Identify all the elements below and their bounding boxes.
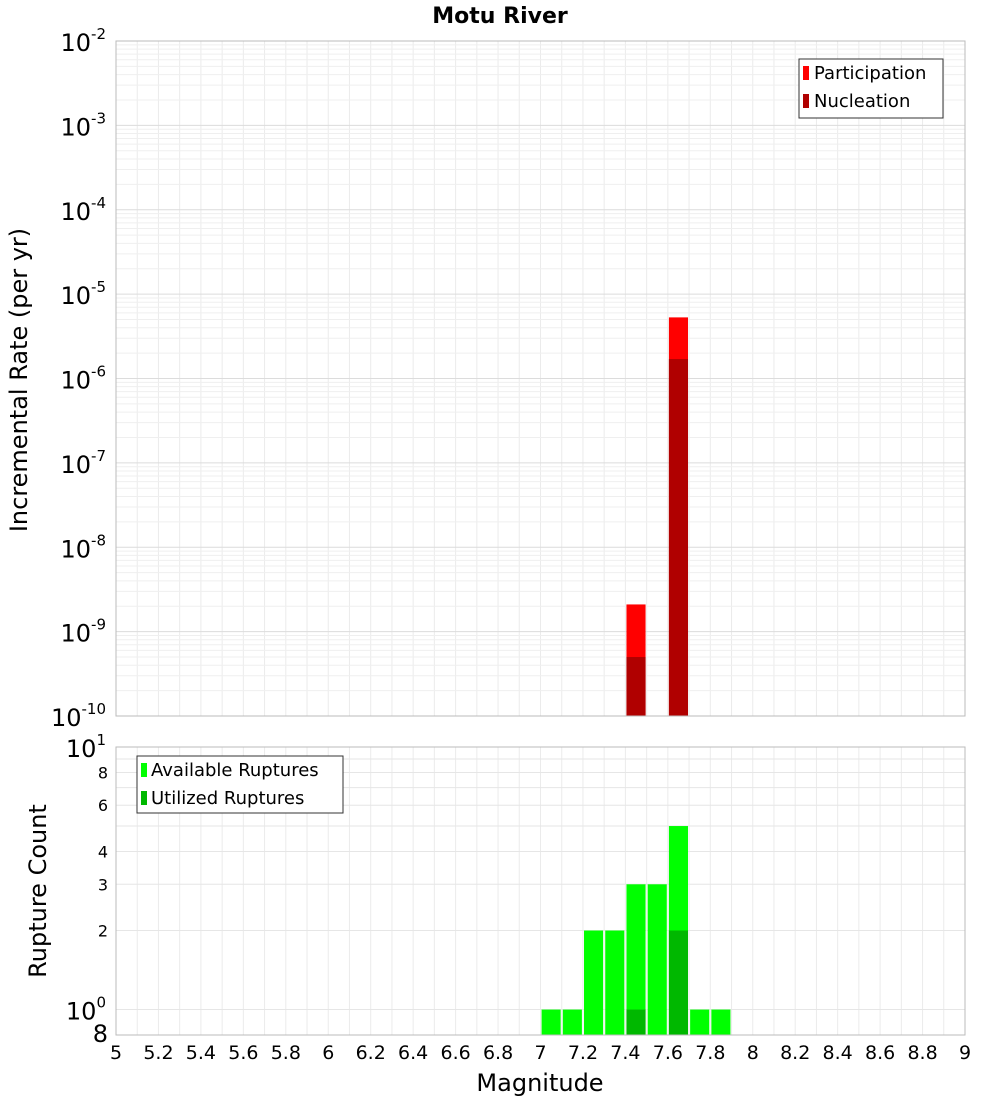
bottom-plot-frame [115,746,966,1036]
x-tick-label: 5.4 [186,1042,216,1064]
top-legend: Participation Nucleation [798,58,944,119]
legend-label-nucleation: Nucleation [814,91,910,112]
top-grid [115,41,966,717]
x-tick-labels: 5 5.2 5.4 5.6 5.8 6 6.2 6.4 6.6 6.8 7 7.2 7.4 7.6 7.8 8… [110,1042,971,1064]
bottom-legend-box [136,755,344,814]
legend-label-participation: Participation [814,63,926,84]
available-bar [647,884,667,1035]
x-tick-label: 7 [534,1042,546,1064]
x-tick-label: 8.2 [780,1042,810,1064]
x-tick-label: 8.8 [907,1042,937,1064]
top-y-tick-label: 10-9 [60,616,106,648]
available-bar [541,1009,561,1035]
top-y-tick-label: 10-2 [60,25,106,57]
top-panel: 10-10 10-9 10-8 10-7 10-6 10-5 10-4 10-3 10-2 Pa… [51,25,966,732]
x-tick-label: 5 [110,1042,122,1064]
top-legend-box [798,58,944,119]
x-tick-label: 5.2 [143,1042,173,1064]
x-tick-label: 6.6 [440,1042,470,1064]
nucleation-bar [626,657,646,716]
top-y-tick-label: 10-10 [51,700,106,732]
top-y-tick-label: 10-6 [60,363,106,395]
x-tick-label: 5.6 [228,1042,258,1064]
bottom-legend: Available Ruptures Utilized Ruptures [136,755,344,814]
nucleation-bar [668,359,689,716]
legend-label-utilized-ruptures: Utilized Ruptures [151,788,304,809]
available-bar [626,884,646,1035]
top-plot-frame [115,40,966,717]
bottom-bars [541,826,731,1035]
chart-title: Motu River [432,4,568,29]
bottom-y-tick-label: 8 [98,763,108,782]
x-tick-label: 7.6 [653,1042,683,1064]
legend-swatch-1 [803,94,809,108]
bottom-y-tick-label: 100 [66,994,106,1026]
available-bar [690,1009,710,1035]
x-tick-label: 9 [959,1042,971,1064]
bottom-y-tick-label: 3 [98,875,108,894]
bottom-y-tick-label: 8 [93,1020,108,1048]
top-y-tick-label: 10-7 [60,447,106,479]
top-y-axis-label: Incremental Rate (per yr) [5,228,33,532]
x-tick-label: 7.2 [568,1042,598,1064]
utilized-bar [668,930,689,1035]
bottom-y-tick-label: 101 [66,731,106,763]
top-y-tick-label: 10-4 [60,194,106,226]
bottom-y-tick-label: 4 [98,842,108,861]
legend-label-available-ruptures: Available Ruptures [151,760,319,781]
legend-swatch-bottom-1 [141,791,147,805]
x-tick-label: 5.8 [271,1042,301,1064]
available-bar [584,930,604,1035]
x-tick-label: 7.4 [610,1042,640,1064]
top-y-tick-labels: 10-10 10-9 10-8 10-7 10-6 10-5 10-4 10-3 10-2 [51,25,106,732]
legend-swatch-0 [803,66,809,80]
bottom-y-tick-label: 6 [98,796,108,815]
x-tick-label: 8.6 [865,1042,895,1064]
x-tick-label: 6 [322,1042,334,1064]
utilized-bar [626,1009,646,1035]
available-bar [605,930,625,1035]
legend-swatch-bottom-0 [141,763,147,777]
top-y-tick-label: 10-8 [60,531,106,563]
available-bar [711,1009,731,1035]
x-tick-label: 6.2 [356,1042,386,1064]
top-y-tick-label: 10-5 [60,278,106,310]
x-tick-label: 6.4 [398,1042,428,1064]
x-tick-label: 6.8 [483,1042,513,1064]
x-tick-label: 8.4 [823,1042,853,1064]
bottom-y-axis-label: Rupture Count [24,804,52,978]
available-bar [562,1009,582,1035]
top-bars [626,317,689,716]
x-tick-label: 8 [747,1042,759,1064]
x-axis-label: Magnitude [476,1069,603,1097]
bottom-y-tick-label: 2 [98,922,108,941]
top-y-tick-label: 10-3 [60,109,106,141]
x-tick-label: 7.8 [695,1042,725,1064]
